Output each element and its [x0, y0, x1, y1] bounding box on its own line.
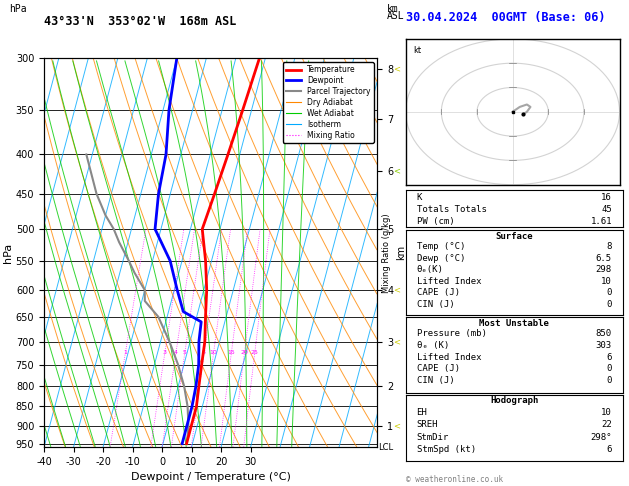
Text: 1: 1: [123, 350, 127, 355]
Text: 0: 0: [606, 364, 612, 373]
Text: 10: 10: [601, 277, 612, 286]
Text: 5: 5: [182, 350, 186, 355]
Text: Hodograph: Hodograph: [490, 396, 538, 405]
Y-axis label: hPa: hPa: [3, 243, 13, 263]
Text: <: <: [393, 285, 400, 295]
Text: 10: 10: [601, 408, 612, 417]
Text: Totals Totals: Totals Totals: [416, 205, 486, 214]
Text: Temp (°C): Temp (°C): [416, 243, 465, 251]
Text: EH: EH: [416, 408, 427, 417]
Text: Dewp (°C): Dewp (°C): [416, 254, 465, 263]
Text: StmSpd (kt): StmSpd (kt): [416, 445, 476, 454]
Text: kt: kt: [413, 46, 421, 55]
Text: 20: 20: [240, 350, 248, 355]
Text: θₑ (K): θₑ (K): [416, 341, 449, 350]
Text: <: <: [393, 65, 400, 74]
Text: km: km: [387, 4, 399, 14]
Text: 15: 15: [227, 350, 235, 355]
Text: 10: 10: [209, 350, 217, 355]
Text: 22: 22: [601, 420, 612, 429]
Text: hPa: hPa: [9, 4, 27, 14]
Text: StmDir: StmDir: [416, 433, 449, 442]
Text: 298: 298: [596, 265, 612, 275]
Text: 6: 6: [606, 353, 612, 362]
Text: Lifted Index: Lifted Index: [416, 353, 481, 362]
Text: 45: 45: [601, 205, 612, 214]
Text: CIN (J): CIN (J): [416, 300, 454, 309]
Text: <: <: [393, 166, 400, 175]
Legend: Temperature, Dewpoint, Parcel Trajectory, Dry Adiabat, Wet Adiabat, Isotherm, Mi: Temperature, Dewpoint, Parcel Trajectory…: [282, 62, 374, 143]
X-axis label: Dewpoint / Temperature (°C): Dewpoint / Temperature (°C): [131, 472, 291, 483]
Text: 298°: 298°: [591, 433, 612, 442]
Text: 0: 0: [606, 300, 612, 309]
Text: 850: 850: [596, 330, 612, 338]
Text: ASL: ASL: [387, 11, 404, 21]
Text: K: K: [416, 192, 422, 202]
Text: 0: 0: [606, 376, 612, 385]
Y-axis label: km
ASL: km ASL: [396, 243, 418, 262]
Text: 8: 8: [606, 243, 612, 251]
Text: 43°33'N  353°02'W  168m ASL: 43°33'N 353°02'W 168m ASL: [44, 16, 237, 28]
Text: 8: 8: [202, 350, 206, 355]
Text: θₑ(K): θₑ(K): [416, 265, 443, 275]
Text: 16: 16: [601, 192, 612, 202]
Text: 303: 303: [596, 341, 612, 350]
Text: 6.5: 6.5: [596, 254, 612, 263]
Text: LCL: LCL: [378, 443, 393, 451]
Text: 3: 3: [162, 350, 167, 355]
Text: Most Unstable: Most Unstable: [479, 319, 549, 328]
Text: © weatheronline.co.uk: © weatheronline.co.uk: [406, 474, 503, 484]
Text: 30.04.2024  00GMT (Base: 06): 30.04.2024 00GMT (Base: 06): [406, 11, 605, 23]
Text: <: <: [393, 337, 400, 346]
Text: Mixing Ratio (g/kg): Mixing Ratio (g/kg): [382, 213, 391, 293]
Text: <: <: [393, 421, 400, 430]
Text: PW (cm): PW (cm): [416, 217, 454, 226]
Text: CAPE (J): CAPE (J): [416, 288, 460, 297]
Text: 1.61: 1.61: [591, 217, 612, 226]
Text: Surface: Surface: [496, 232, 533, 241]
Text: 0: 0: [606, 288, 612, 297]
Text: SREH: SREH: [416, 420, 438, 429]
Text: 6: 6: [606, 445, 612, 454]
Text: CAPE (J): CAPE (J): [416, 364, 460, 373]
Text: Lifted Index: Lifted Index: [416, 277, 481, 286]
Text: Pressure (mb): Pressure (mb): [416, 330, 486, 338]
Text: CIN (J): CIN (J): [416, 376, 454, 385]
Text: 4: 4: [174, 350, 177, 355]
Text: 25: 25: [250, 350, 259, 355]
